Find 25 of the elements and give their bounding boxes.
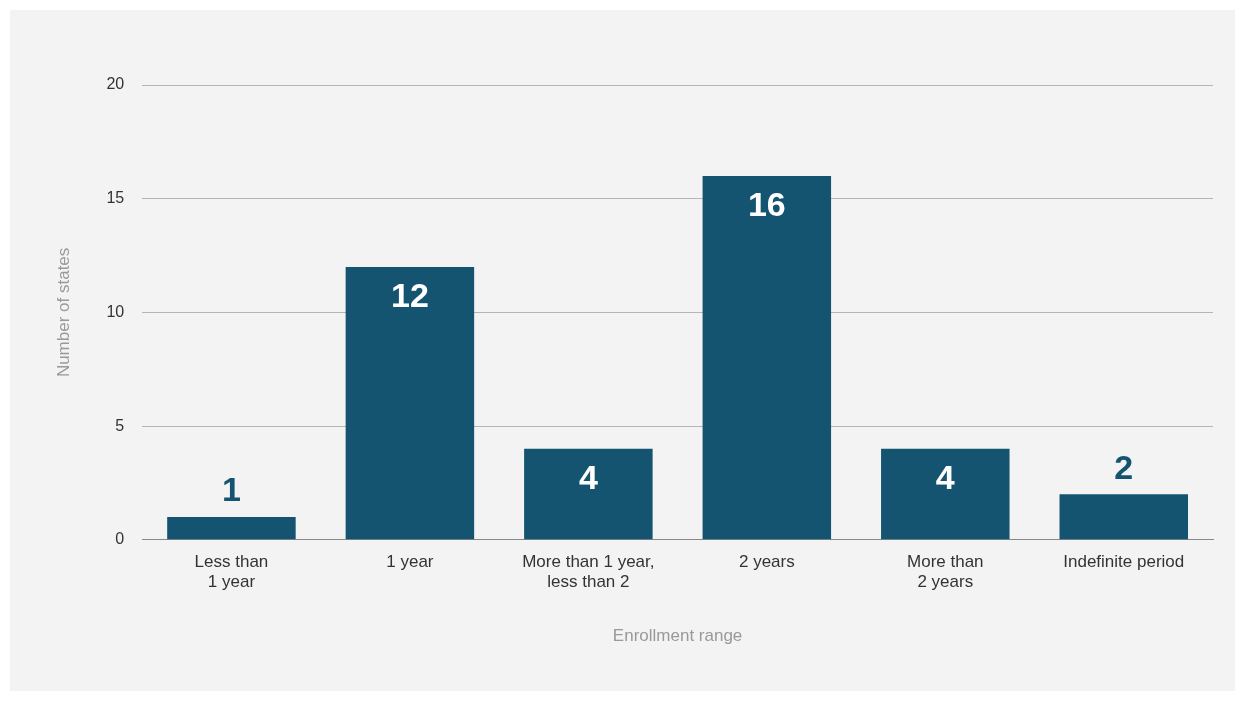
y-tick-label: 5 [115, 416, 125, 434]
y-tick-label: 20 [106, 75, 125, 93]
x-axis-title: Enrollment range [612, 626, 743, 646]
bar [881, 448, 1010, 540]
x-tick-label: Indefinite period [1063, 551, 1185, 571]
bar [524, 448, 653, 540]
y-axis-title: Number of states [53, 247, 73, 378]
bar [702, 175, 832, 540]
data-label: 12 [390, 276, 429, 315]
data-label: 2 [1114, 447, 1134, 486]
data-label: 4 [578, 458, 598, 497]
x-tick-label: Less than 1 year [194, 551, 269, 592]
data-label: 1 [221, 470, 241, 509]
y-tick-label: 15 [106, 189, 125, 207]
x-tick-label: More than 1 year, less than 2 [522, 551, 655, 592]
data-label: 16 [747, 185, 786, 224]
y-tick-label: 10 [106, 302, 125, 320]
bar [167, 517, 296, 540]
data-label: 4 [935, 458, 955, 497]
bar [345, 266, 475, 540]
x-tick-label: More than 2 years [907, 551, 984, 592]
bar [1059, 494, 1189, 540]
x-tick-label: 2 years [738, 551, 795, 571]
x-tick-label: 1 year [386, 551, 434, 571]
y-tick-label: 0 [115, 530, 125, 548]
